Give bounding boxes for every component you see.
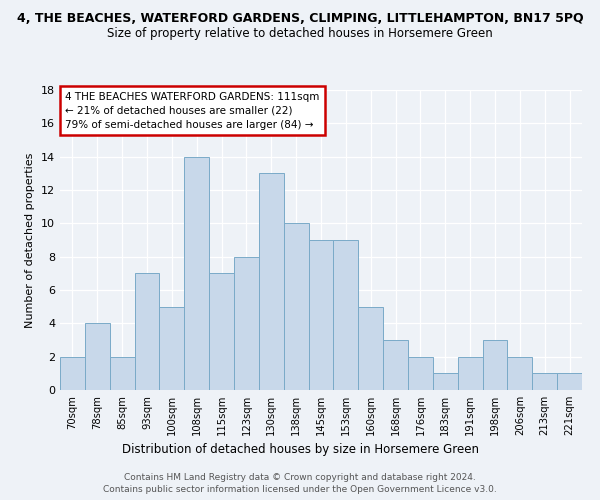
Bar (334, 240, 358, 390)
Text: 4, THE BEACHES, WATERFORD GARDENS, CLIMPING, LITTLEHAMPTON, BN17 5PQ: 4, THE BEACHES, WATERFORD GARDENS, CLIMP… (17, 12, 583, 26)
Text: Contains public sector information licensed under the Open Government Licence v3: Contains public sector information licen… (103, 485, 497, 494)
Bar (557, 374, 582, 390)
Bar (482, 340, 508, 390)
Bar (259, 174, 284, 390)
Bar (234, 256, 259, 390)
Bar (284, 224, 308, 390)
Bar (184, 156, 209, 390)
Text: Contains HM Land Registry data © Crown copyright and database right 2024.: Contains HM Land Registry data © Crown c… (124, 472, 476, 482)
Bar (85, 324, 110, 390)
Bar (532, 374, 557, 390)
Text: Distribution of detached houses by size in Horsemere Green: Distribution of detached houses by size … (121, 442, 479, 456)
Bar (160, 306, 184, 390)
Bar (508, 356, 532, 390)
Bar (358, 306, 383, 390)
Bar (110, 356, 134, 390)
Bar (408, 356, 433, 390)
Y-axis label: Number of detached properties: Number of detached properties (25, 152, 35, 328)
Bar (433, 374, 458, 390)
Bar (60, 356, 85, 390)
Bar (458, 356, 482, 390)
Bar (209, 274, 234, 390)
Bar (134, 274, 160, 390)
Text: 4 THE BEACHES WATERFORD GARDENS: 111sqm
← 21% of detached houses are smaller (22: 4 THE BEACHES WATERFORD GARDENS: 111sqm … (65, 92, 320, 130)
Text: Size of property relative to detached houses in Horsemere Green: Size of property relative to detached ho… (107, 28, 493, 40)
Bar (383, 340, 408, 390)
Bar (308, 240, 334, 390)
